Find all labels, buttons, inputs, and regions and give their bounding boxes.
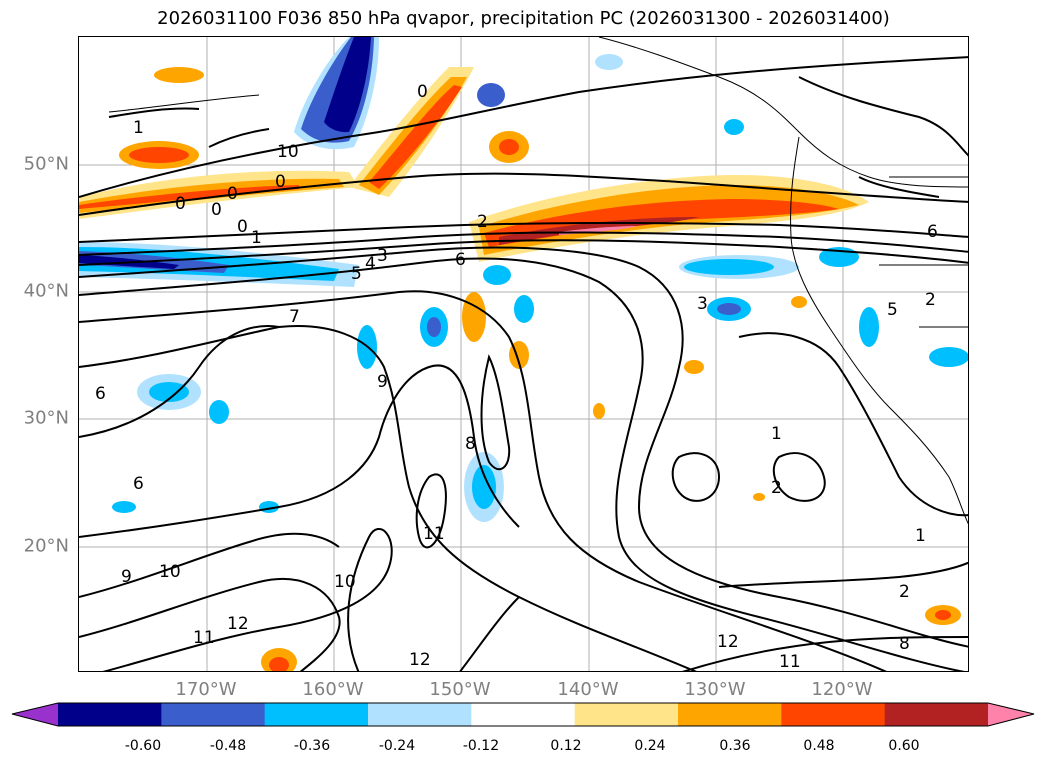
contour-labels: 1 10 0 0 0 0 0 1 2 3 4 5 6 7 9 6 8 6 11 … <box>95 82 938 672</box>
colorbar-segment <box>161 703 266 726</box>
colorbar-tick-label: -0.36 <box>293 738 331 754</box>
colorbar-segment <box>58 703 162 726</box>
colorbar-segment <box>471 703 576 726</box>
lat-label: 40°N <box>23 280 69 302</box>
contour-label: 0 <box>227 184 238 204</box>
colorbar-segment <box>678 703 782 726</box>
colorbar-extend-low <box>12 703 58 726</box>
lon-label: 130°W <box>684 679 746 700</box>
contour-label: 5 <box>887 300 898 320</box>
lat-label: 50°N <box>23 153 69 175</box>
colorbar-segment <box>781 703 886 726</box>
colorbar-segment <box>368 703 472 726</box>
colorbar <box>11 702 1035 727</box>
map-canvas: 1 10 0 0 0 0 0 1 2 3 4 5 6 7 9 6 8 6 11 … <box>79 37 968 672</box>
colorbar-extend-high <box>988 703 1034 726</box>
contour-label: 6 <box>927 222 938 242</box>
contour-label: 6 <box>95 384 106 404</box>
contour-label: 2 <box>477 212 488 232</box>
colorbar-tick-label: -0.60 <box>124 738 162 754</box>
qvapor-contours <box>79 56 968 671</box>
colorbar-segment <box>264 703 369 726</box>
contour-label: 11 <box>779 652 801 672</box>
contour-label: 10 <box>277 142 299 162</box>
contour-label: 2 <box>899 582 910 602</box>
contour-label: 11 <box>193 628 215 648</box>
contour-label: 3 <box>697 294 708 314</box>
contour-label: 8 <box>899 634 910 654</box>
colorbar-tick-label: -0.24 <box>378 738 416 754</box>
negative-anomaly-fills <box>79 37 968 522</box>
lon-label: 120°W <box>811 679 873 700</box>
contour-label: 1 <box>133 118 144 138</box>
contour-label: 6 <box>133 474 144 494</box>
contour-label: 5 <box>351 264 362 284</box>
contour-label: 10 <box>159 562 181 582</box>
contour-label: 6 <box>455 250 466 270</box>
contour-label: 1 <box>251 228 262 248</box>
contour-label: 7 <box>289 307 300 327</box>
contour-label: 4 <box>365 254 376 274</box>
colorbar-tick-label: -0.12 <box>462 738 500 754</box>
contour-label: 9 <box>121 567 132 587</box>
contour-label: 2 <box>771 478 782 498</box>
colorbar-tick-label: 0.48 <box>803 738 835 754</box>
contour-label: 8 <box>465 434 476 454</box>
contour-label: 11 <box>423 524 445 544</box>
lon-label: 160°W <box>302 679 364 700</box>
contour-label: 9 <box>377 372 388 392</box>
lon-label: 150°W <box>429 679 491 700</box>
contour-label: 1 <box>771 424 782 444</box>
coastlines <box>108 37 968 525</box>
map-panel: 1 10 0 0 0 0 0 1 2 3 4 5 6 7 9 6 8 6 11 … <box>78 36 969 672</box>
colorbar-tick-label: 0.24 <box>634 738 666 754</box>
contour-label: 0 <box>237 217 248 237</box>
contour-label: 0 <box>417 82 428 102</box>
colorbar-tick-label: 0.36 <box>719 738 751 754</box>
contour-label: 0 <box>275 172 286 192</box>
lat-label: 30°N <box>23 407 69 429</box>
lon-label: 140°W <box>557 679 619 700</box>
contour-label: 3 <box>377 246 388 266</box>
contour-label: 12 <box>717 632 739 652</box>
colorbar-tick-label: 0.60 <box>888 738 920 754</box>
contour-label: 12 <box>409 650 431 670</box>
contour-label: 2 <box>925 290 936 310</box>
colorbar-tick-label: 0.12 <box>550 738 582 754</box>
contour-label: 10 <box>334 572 356 592</box>
colorbar-tick-label: -0.48 <box>209 738 247 754</box>
colorbar-segment <box>574 703 679 726</box>
contour-label: 1 <box>915 526 926 546</box>
lat-label: 20°N <box>23 535 69 557</box>
colorbar-segment <box>884 703 989 726</box>
contour-label: 0 <box>211 200 222 220</box>
lon-label: 170°W <box>175 679 237 700</box>
contour-label: 0 <box>175 194 186 214</box>
figure-title: 2026031100 F036 850 hPa qvapor, precipit… <box>157 8 890 29</box>
contour-label: 12 <box>227 614 249 634</box>
positive-anomaly-fills <box>79 67 961 671</box>
